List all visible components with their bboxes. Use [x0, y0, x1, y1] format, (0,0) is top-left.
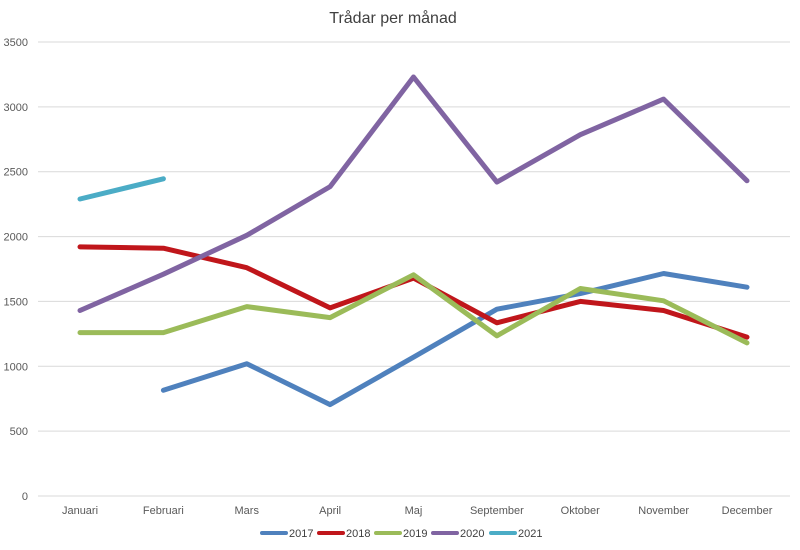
legend-label-2019: 2019 [403, 528, 427, 540]
legend-label-2021: 2021 [518, 528, 542, 540]
legend-label-2017: 2017 [289, 528, 313, 540]
x-tick-label: September [470, 505, 524, 517]
y-tick-label: 500 [10, 426, 28, 438]
series-lines [77, 74, 750, 408]
y-tick-label: 2000 [4, 232, 28, 244]
series-line-2021 [77, 176, 166, 202]
x-tick-label: Januari [62, 505, 98, 517]
y-tick-label: 3000 [4, 102, 28, 114]
y-tick-label: 1000 [4, 361, 28, 373]
series-line-2017 [160, 271, 750, 408]
x-tick-label: December [722, 505, 773, 517]
x-tick-label: Oktober [561, 505, 600, 517]
gridlines [38, 41, 790, 497]
x-axis-ticks: Januari Februari Mars April Maj September Okto… [62, 505, 773, 517]
y-axis-ticks: 0 500 1000 1500 2000 2500 3000 3500 [4, 37, 28, 503]
chart-title: Trådar per månad [329, 9, 456, 27]
x-tick-label: April [319, 505, 341, 517]
y-tick-label: 0 [22, 491, 28, 503]
series-line-2018 [77, 244, 750, 340]
y-tick-label: 3500 [4, 37, 28, 49]
legend-label-2018: 2018 [346, 528, 370, 540]
x-tick-label: Maj [405, 505, 423, 517]
legend-label-2020: 2020 [460, 528, 484, 540]
x-tick-label: Februari [143, 505, 184, 517]
x-tick-label: November [638, 505, 689, 517]
y-tick-label: 2500 [4, 167, 28, 179]
x-tick-label: Mars [235, 505, 260, 517]
y-tick-label: 1500 [4, 296, 28, 308]
legend: 2017 2018 2019 2020 2021 [260, 528, 542, 540]
